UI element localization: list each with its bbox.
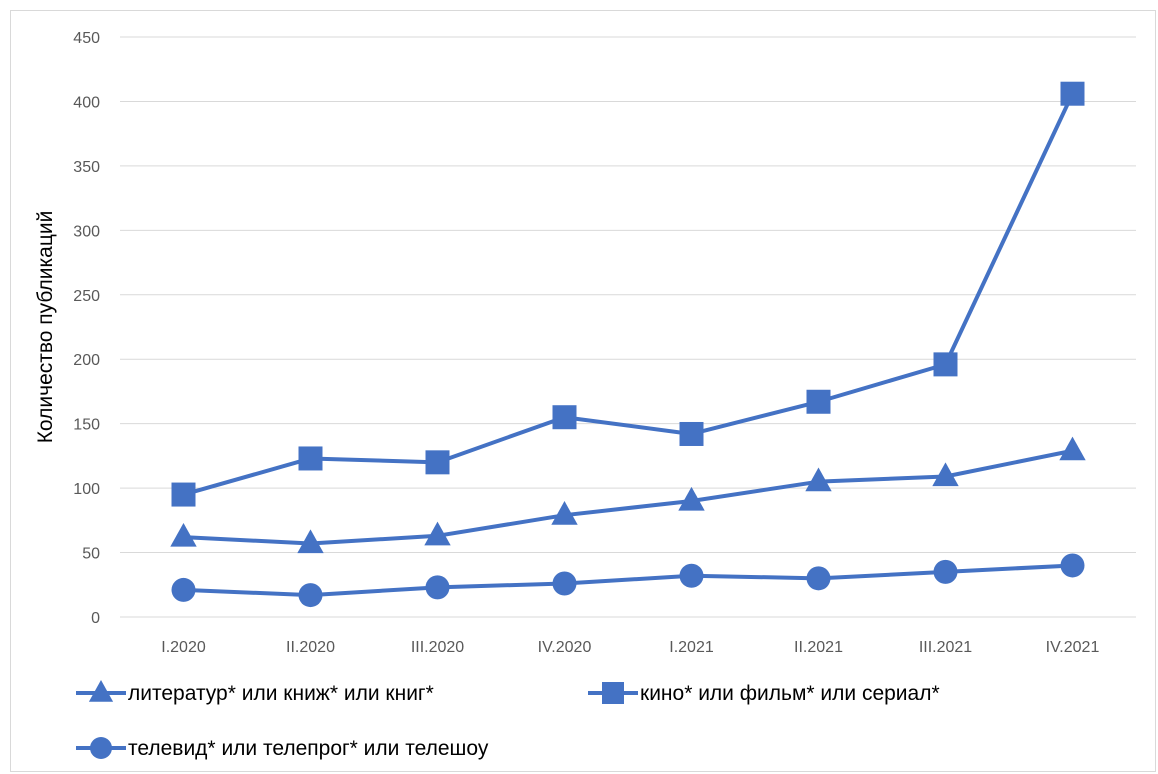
legend-item: литератур* или книж* или книг* xyxy=(76,680,434,705)
data-point-triangle xyxy=(170,522,197,547)
x-tick-label: II.2021 xyxy=(794,639,843,656)
data-point-triangle xyxy=(805,467,832,492)
data-point-square xyxy=(679,421,704,446)
data-point-circle xyxy=(806,566,831,591)
data-point-triangle xyxy=(551,501,578,525)
y-tick-label: 300 xyxy=(73,223,100,240)
y-axis-ticks: 0 50 100 150 200 250 300 350 400 450 xyxy=(73,30,100,627)
data-point-square xyxy=(425,450,450,475)
data-point-square xyxy=(171,482,196,507)
x-tick-label: I.2020 xyxy=(161,639,206,656)
y-tick-label: 150 xyxy=(73,417,100,434)
y-tick-label: 50 xyxy=(82,546,100,563)
legend-item: кино* или фильм* или сериал* xyxy=(588,682,940,705)
data-point-square xyxy=(298,446,323,471)
data-point-square xyxy=(552,405,577,430)
legend-item: телевид* или телепрог* или телешоу xyxy=(76,737,489,760)
data-point-circle xyxy=(933,559,958,584)
series-circle xyxy=(171,553,1085,608)
x-tick-label: I.2021 xyxy=(669,639,714,656)
gridlines xyxy=(120,36,1136,618)
legend-label: литератур* или книж* или книг* xyxy=(128,682,434,705)
x-tick-label: IV.2020 xyxy=(538,639,592,656)
legend-label: телевид* или телепрог* или телешоу xyxy=(128,737,489,760)
data-point-circle xyxy=(679,563,704,588)
y-tick-label: 200 xyxy=(73,352,100,369)
series-layer xyxy=(170,81,1086,608)
x-axis-ticks: I.2020 II.2020 III.2020 IV.2020 I.2021 II.202… xyxy=(161,639,1099,656)
y-tick-label: 0 xyxy=(91,610,100,627)
data-point-circle xyxy=(1060,553,1085,578)
series-square xyxy=(171,81,1085,507)
legend-marker-circle xyxy=(90,737,112,759)
data-point-circle xyxy=(171,577,196,602)
y-tick-label: 450 xyxy=(73,30,100,47)
y-tick-label: 250 xyxy=(73,288,100,305)
legend-marker-square xyxy=(602,682,624,704)
series-line xyxy=(183,448,1073,546)
chart-frame xyxy=(10,10,1156,772)
series-triangle xyxy=(170,436,1086,554)
data-point-circle xyxy=(552,571,577,596)
series-line xyxy=(182,92,1075,497)
x-tick-label: III.2020 xyxy=(411,639,464,656)
data-point-triangle xyxy=(424,521,451,546)
y-tick-label: 400 xyxy=(73,94,100,111)
y-axis-label: Количество публикаций xyxy=(34,211,57,444)
data-point-square xyxy=(1060,81,1085,106)
data-point-triangle xyxy=(297,529,324,554)
legend-marker-triangle xyxy=(88,680,114,702)
data-point-circle xyxy=(298,583,323,608)
x-tick-label: IV.2021 xyxy=(1046,639,1100,656)
legend-label: кино* или фильм* или сериал* xyxy=(640,682,940,705)
y-tick-label: 350 xyxy=(73,159,100,176)
data-point-square xyxy=(806,389,831,414)
y-tick-label: 100 xyxy=(73,481,100,498)
data-point-square xyxy=(933,352,958,377)
x-tick-label: II.2020 xyxy=(286,639,335,656)
legend: литератур* или книж* или книг* кино* или … xyxy=(76,680,940,760)
series-line xyxy=(183,563,1073,598)
data-point-triangle xyxy=(932,462,959,487)
x-tick-label: III.2021 xyxy=(919,639,972,656)
data-point-circle xyxy=(425,575,450,600)
data-point-triangle xyxy=(1059,436,1086,461)
data-point-triangle xyxy=(678,486,705,511)
